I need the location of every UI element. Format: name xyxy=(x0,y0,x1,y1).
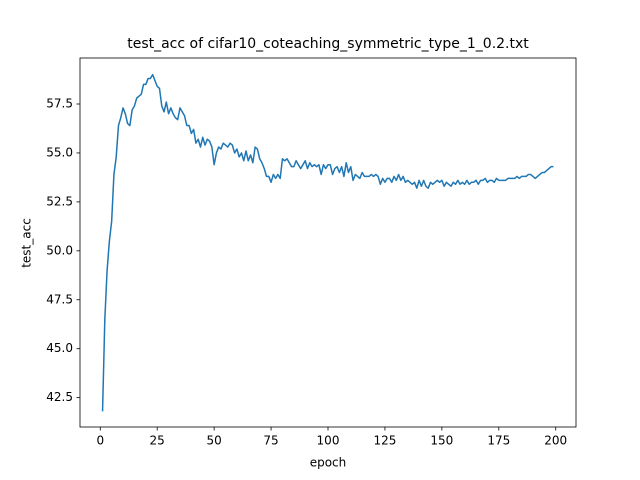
x-axis-label: epoch xyxy=(310,456,347,470)
x-tick-label: 125 xyxy=(373,434,396,448)
y-tick-label: 55.0 xyxy=(46,145,73,159)
y-tick-label: 45.0 xyxy=(46,341,73,355)
data-line xyxy=(101,73,554,412)
x-tick-label: 100 xyxy=(317,434,340,448)
y-axis-label: test_acc xyxy=(20,218,34,268)
x-tick-label: 50 xyxy=(206,434,221,448)
chart-title: test_acc of cifar10_coteaching_symmetric… xyxy=(127,36,529,52)
x-tick-label: 175 xyxy=(487,434,510,448)
x-tick-label: 75 xyxy=(263,434,278,448)
x-tick-label: 200 xyxy=(544,434,567,448)
y-tick-label: 50.0 xyxy=(46,243,73,257)
y-tick-label: 47.5 xyxy=(46,292,73,306)
x-tick-label: 25 xyxy=(150,434,165,448)
y-tick-label: 42.5 xyxy=(46,390,73,404)
y-tick-label: 52.5 xyxy=(46,194,73,208)
x-tick-label: 0 xyxy=(96,434,104,448)
y-tick-label: 57.5 xyxy=(46,97,73,111)
x-tick-label: 150 xyxy=(430,434,453,448)
plot-frame xyxy=(79,57,577,428)
